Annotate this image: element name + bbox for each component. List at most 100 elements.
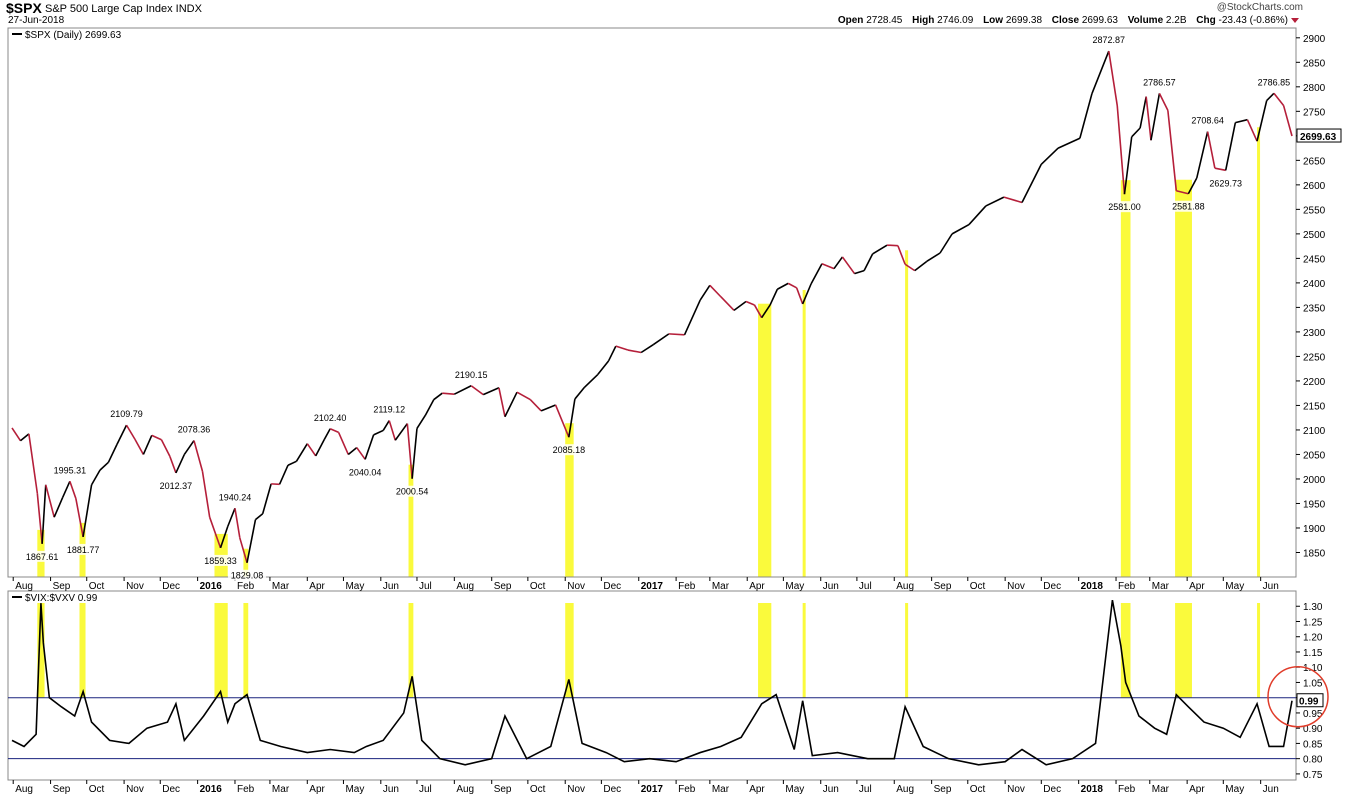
- price-line-segment: [433, 392, 443, 401]
- value-label: 2109.79: [110, 409, 143, 419]
- x-tick-label: Oct: [970, 581, 986, 592]
- highlight-band-ratio: [905, 603, 909, 698]
- close-value: 2699.63: [1081, 15, 1118, 26]
- y-tick-label: 2900: [1303, 34, 1326, 45]
- price-line-segment: [914, 260, 928, 272]
- price-line-segment: [227, 507, 236, 527]
- y-tick-label: 2250: [1303, 352, 1326, 363]
- last-value-box: [1296, 693, 1324, 708]
- x-tick-label: Mar: [1152, 581, 1170, 592]
- x-tick-label: Apr: [1189, 581, 1205, 592]
- x-tick-label: Jul: [419, 784, 432, 795]
- panel-title: $VIX:$VXV 0.99: [25, 593, 98, 604]
- highlight-band-price: [408, 464, 414, 577]
- x-tick-label: Dec: [162, 581, 180, 592]
- x-tick-label: Nov: [1007, 784, 1025, 795]
- y-tick-label: 2150: [1303, 401, 1326, 412]
- last-value-label: 2699.63: [1300, 132, 1337, 143]
- chg-label: Chg: [1196, 15, 1216, 26]
- highlight-band-price: [243, 548, 249, 577]
- value-label-bg: [201, 554, 240, 566]
- price-line-segment: [1246, 119, 1258, 142]
- price-line-segment: [1021, 163, 1043, 203]
- y-tick-label: 2800: [1303, 83, 1326, 94]
- price-line-segment: [1139, 96, 1147, 129]
- price-line-segment: [1040, 147, 1059, 165]
- y-tick-label: 2750: [1303, 107, 1326, 118]
- price-line-segment: [424, 399, 435, 416]
- index-name: S&P 500 Large Cap Index INDX: [45, 3, 202, 15]
- highlight-band-ratio: [802, 603, 806, 698]
- x-tick-label: Dec: [1043, 784, 1061, 795]
- x-tick-label: Jul: [859, 784, 872, 795]
- y-tick-label: 2050: [1303, 450, 1326, 461]
- price-line-segment: [1091, 50, 1110, 94]
- value-label: 1881.77: [67, 545, 100, 555]
- price-line-segment: [1282, 105, 1293, 137]
- value-label: 2040.04: [349, 467, 382, 477]
- y-tick-label: 0.75: [1303, 770, 1323, 781]
- price-line-segment: [597, 360, 610, 376]
- x-tick-label: May: [1225, 581, 1244, 592]
- x-tick-label: 2018: [1081, 784, 1104, 795]
- x-tick-label: Aug: [15, 784, 33, 795]
- price-line-segment: [529, 399, 542, 412]
- highlight-band-price: [1257, 127, 1261, 577]
- price-line-segment: [323, 428, 331, 441]
- last-value-box: [1296, 128, 1342, 143]
- price-line-segment: [453, 385, 472, 395]
- x-tick-label: Jun: [383, 784, 399, 795]
- price-line-segment: [1235, 118, 1248, 124]
- highlight-band-price: [802, 289, 806, 577]
- highlight-band-ratio: [1175, 603, 1192, 698]
- value-label-bg: [107, 408, 146, 420]
- value-label-bg: [1169, 200, 1208, 212]
- x-tick-label: May: [345, 581, 364, 592]
- volume-label: Volume: [1127, 15, 1164, 26]
- highlight-circle: [1267, 665, 1329, 728]
- price-line-segment: [442, 392, 455, 395]
- y-tick-label: 2650: [1303, 156, 1326, 167]
- price-line-segment: [61, 480, 71, 498]
- y-tick-label: 2000: [1303, 475, 1326, 486]
- highlight-band-price: [565, 423, 574, 577]
- symbol: $SPX: [6, 0, 42, 16]
- price-line-segment: [1176, 189, 1189, 195]
- price-line-segment: [239, 537, 248, 563]
- x-tick-label: Nov: [126, 784, 144, 795]
- price-line-segment: [668, 333, 685, 336]
- y-tick-label: 1.20: [1303, 633, 1323, 644]
- x-tick-label: Aug: [896, 581, 914, 592]
- chart-header: $SPX S&P 500 Large Cap Index INDX 27-Jun…: [0, 0, 1347, 28]
- y-tick-label: 2600: [1303, 181, 1326, 192]
- price-line-segment: [388, 420, 397, 441]
- x-tick-label: 2017: [641, 784, 664, 795]
- highlight-band-ratio: [758, 603, 772, 698]
- price-line-segment: [169, 456, 177, 474]
- value-label: 2119.12: [373, 405, 405, 415]
- price-line-segment: [1079, 93, 1093, 139]
- value-label-bg: [1254, 76, 1293, 88]
- price-line-segment: [926, 252, 941, 263]
- price-line-segment: [951, 223, 970, 235]
- price-line-segment: [411, 428, 418, 479]
- y-tick-label: 0.80: [1303, 755, 1323, 766]
- price-line-segment: [1224, 122, 1237, 171]
- price-line-segment: [504, 391, 518, 418]
- x-tick-label: Feb: [678, 784, 696, 795]
- stockcharts-logo[interactable]: @StockCharts.com: [1216, 2, 1303, 13]
- price-line-segment: [329, 428, 339, 434]
- x-tick-label: Dec: [603, 784, 621, 795]
- price-line-segment: [801, 283, 812, 305]
- x-tick-label: Jun: [823, 784, 839, 795]
- y-tick-label: 1.10: [1303, 663, 1323, 674]
- price-line-segment: [776, 282, 789, 290]
- x-tick-label: Dec: [603, 581, 621, 592]
- price-line-segment: [234, 508, 241, 538]
- x-tick-label: Jun: [1263, 581, 1279, 592]
- price-line-segment: [795, 287, 804, 305]
- price-line-segment: [769, 288, 779, 306]
- price-line-segment: [28, 433, 39, 494]
- price-line-segment: [1214, 167, 1226, 172]
- x-tick-label: Aug: [456, 581, 474, 592]
